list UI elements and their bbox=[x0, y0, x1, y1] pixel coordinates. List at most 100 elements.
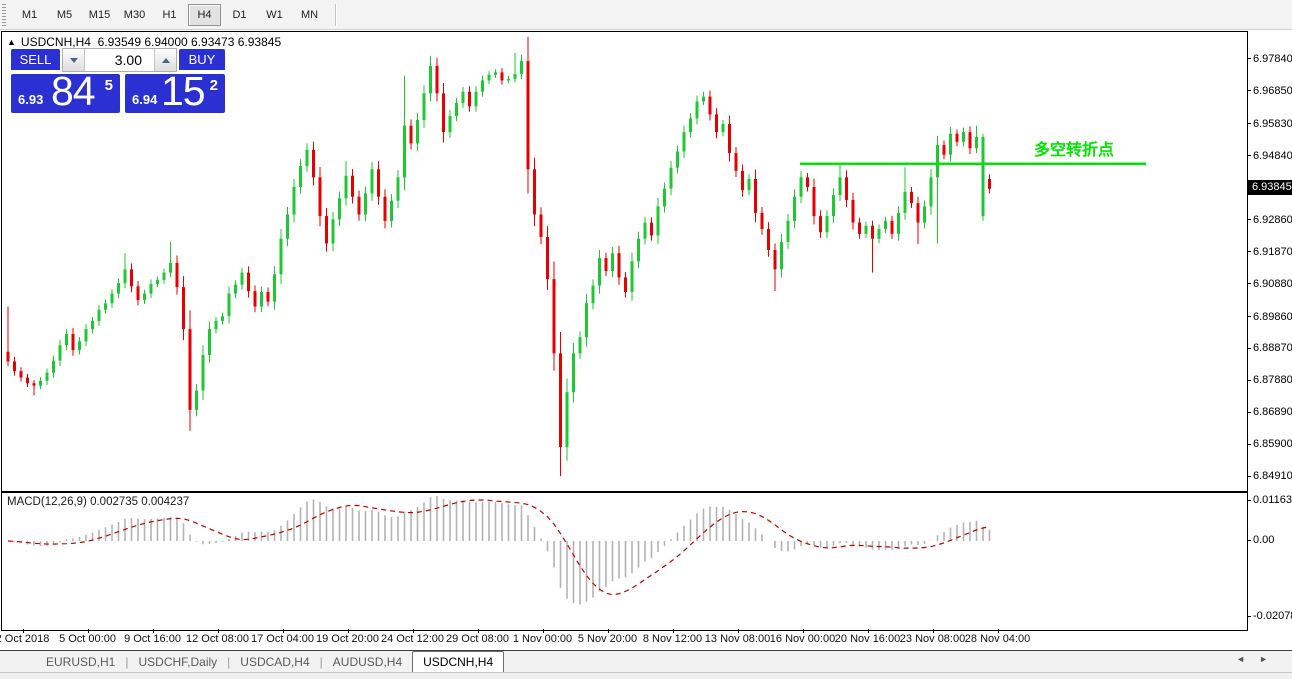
time-axis-tick bbox=[932, 629, 934, 633]
tab-scroll-left-icon[interactable]: ◄ bbox=[1236, 654, 1260, 664]
sell-price-panel[interactable]: 6.93 84 5 bbox=[11, 68, 120, 114]
buy-price-pip: 2 bbox=[209, 77, 218, 94]
timeframe-button-m30[interactable]: M30 bbox=[123, 8, 146, 21]
arrow-down-icon bbox=[69, 57, 78, 63]
price-axis-tick bbox=[1247, 58, 1251, 59]
macd-axis-tick bbox=[1247, 500, 1251, 501]
time-axis-label: 1 Nov 00:00 bbox=[512, 633, 573, 645]
time-axis-label: 2 Oct 2018 bbox=[0, 633, 50, 645]
time-axis-label: 17 Oct 04:00 bbox=[251, 633, 314, 645]
chart-symbol-period: USDCNH,H4 bbox=[20, 35, 91, 49]
macd-indicator-label: MACD(12,26,9) 0.002735 0.004237 bbox=[7, 496, 189, 508]
timeframe-toolbar: M1 M5 M15 M30 H1 H4 D1 W1 MN bbox=[0, 0, 1292, 30]
time-axis-tick bbox=[867, 629, 869, 633]
price-axis-label: 6.92860 bbox=[1253, 213, 1292, 226]
time-axis-label: 9 Oct 16:00 bbox=[124, 633, 181, 645]
price-axis-tick bbox=[1247, 380, 1251, 381]
price-axis-tick bbox=[1247, 444, 1251, 445]
time-axis-tick bbox=[997, 629, 999, 633]
timeframe-button-h4[interactable]: H4 bbox=[188, 3, 221, 26]
sell-price-prefix: 6.93 bbox=[18, 92, 44, 107]
time-axis-label: 8 Nov 12:00 bbox=[642, 633, 703, 645]
timeframe-button-m15[interactable]: M15 bbox=[88, 8, 111, 21]
price-axis-label: 6.91870 bbox=[1253, 245, 1292, 258]
price-axis-label: 6.97840 bbox=[1253, 52, 1292, 65]
price-axis-tick bbox=[1247, 283, 1251, 284]
tab-separator: | bbox=[125, 655, 129, 669]
buy-button[interactable]: BUY bbox=[179, 49, 225, 72]
macd-axis[interactable]: 0.011636 0.00 -0.020788 bbox=[1247, 492, 1292, 629]
price-axis-label: 6.94840 bbox=[1253, 149, 1292, 162]
symbol-tab-eurusd-h1[interactable]: EURUSD,H1 bbox=[46, 655, 116, 669]
symbol-tab-usdchf-daily[interactable]: USDCHF,Daily bbox=[138, 655, 218, 669]
time-axis-label: 16 Nov 00:00 bbox=[769, 633, 836, 645]
price-axis-label: 6.96850 bbox=[1253, 84, 1292, 97]
macd-axis-label: 0.00 bbox=[1253, 534, 1275, 546]
time-axis-label: 12 Oct 08:00 bbox=[186, 633, 249, 645]
time-axis-tick bbox=[87, 629, 89, 633]
price-axis-tick bbox=[1247, 155, 1251, 156]
price-axis-tick bbox=[1247, 123, 1251, 124]
timeframe-button-mn[interactable]: MN bbox=[300, 8, 319, 21]
time-axis-label: 13 Nov 08:00 bbox=[704, 633, 771, 645]
price-axis-tick bbox=[1247, 316, 1251, 317]
volume-input[interactable] bbox=[85, 49, 154, 71]
timeframe-button-d1[interactable]: D1 bbox=[232, 8, 247, 21]
buy-price-panel[interactable]: 6.94 15 2 bbox=[125, 68, 225, 114]
macd-indicator-pane: MACD(12,26,9) 0.002735 0.004237 bbox=[1, 492, 1248, 631]
time-axis-tick bbox=[217, 629, 219, 633]
time-axis-tick bbox=[737, 629, 739, 633]
chart-header: ▲ USDCNH,H4 6.93549 6.94000 6.93473 6.938… bbox=[7, 35, 281, 49]
trendline-label: 多空转折点 bbox=[1034, 140, 1114, 159]
time-axis[interactable]: 2 Oct 2018 5 Oct 00:00 9 Oct 16:00 12 Oct 0… bbox=[0, 629, 1292, 649]
price-axis-label: 6.95830 bbox=[1253, 117, 1292, 130]
volume-decrease-button[interactable] bbox=[63, 49, 85, 71]
tab-separator: | bbox=[319, 655, 323, 669]
sell-button[interactable]: SELL bbox=[11, 49, 60, 72]
time-axis-tick bbox=[412, 629, 414, 633]
time-axis-tick bbox=[802, 629, 804, 633]
price-axis[interactable]: 6.97840 6.96850 6.95830 6.94840 6.92860 6.918… bbox=[1247, 31, 1292, 490]
macd-axis-tick bbox=[1247, 616, 1251, 617]
volume-increase-button[interactable] bbox=[154, 49, 176, 71]
time-axis-label: 20 Nov 16:00 bbox=[834, 633, 901, 645]
macd-name: MACD(12,26,9) bbox=[7, 496, 87, 508]
symbol-tab-usdcad-h4[interactable]: USDCAD,H4 bbox=[240, 655, 310, 669]
time-axis-tick bbox=[282, 629, 284, 633]
toolbar-grip-handle[interactable] bbox=[2, 3, 6, 26]
time-axis-tick bbox=[22, 629, 24, 633]
price-axis-label: 6.86890 bbox=[1253, 406, 1292, 419]
timeframe-button-w1[interactable]: W1 bbox=[266, 8, 283, 21]
buy-price-prefix: 6.94 bbox=[132, 92, 158, 107]
tab-scroll-arrows: ◄► bbox=[1236, 654, 1282, 664]
volume-spinner bbox=[62, 48, 177, 72]
price-axis-label: 6.90880 bbox=[1253, 277, 1292, 290]
time-axis-label: 19 Oct 20:00 bbox=[316, 633, 379, 645]
current-price-label: 6.93845 bbox=[1247, 180, 1292, 196]
timeframe-button-h1[interactable]: H1 bbox=[162, 8, 177, 21]
tab-separator: | bbox=[227, 655, 231, 669]
macd-chart-canvas[interactable] bbox=[2, 493, 1245, 628]
symbol-tab-usdcnh-h4[interactable]: USDCNH,H4 bbox=[412, 651, 505, 672]
timeframe-button-m5[interactable]: M5 bbox=[56, 8, 73, 21]
tab-scroll-right-icon[interactable]: ► bbox=[1259, 654, 1282, 664]
time-axis-label: 5 Nov 20:00 bbox=[577, 633, 638, 645]
collapse-panel-icon[interactable]: ▲ bbox=[7, 37, 16, 47]
timeframe-buttons: M1 M5 M15 M30 H1 H4 D1 W1 MN bbox=[12, 0, 327, 29]
macd-axis-tick bbox=[1247, 540, 1251, 541]
sell-price-pip: 5 bbox=[104, 77, 113, 94]
time-axis-tick bbox=[477, 629, 479, 633]
price-axis-label: 6.88870 bbox=[1253, 342, 1292, 355]
buy-price-big: 15 bbox=[161, 68, 206, 114]
price-axis-tick bbox=[1247, 412, 1251, 413]
time-axis-label: 24 Oct 12:00 bbox=[381, 633, 444, 645]
time-axis-label: 29 Oct 08:00 bbox=[446, 633, 509, 645]
arrow-up-icon bbox=[161, 57, 170, 63]
time-axis-label: 23 Nov 08:00 bbox=[899, 633, 966, 645]
timeframe-button-m1[interactable]: M1 bbox=[21, 8, 38, 21]
symbol-tab-audusd-h4[interactable]: AUDUSD,H4 bbox=[332, 655, 403, 669]
price-chart-canvas[interactable]: 多空转折点 bbox=[2, 32, 1245, 489]
price-axis-label: 6.85900 bbox=[1253, 438, 1292, 451]
symbol-tab-bar: EURUSD,H1 | USDCHF,Daily | USDCAD,H4 | AUDUSD,… bbox=[0, 650, 1292, 672]
price-axis-tick bbox=[1247, 219, 1251, 220]
